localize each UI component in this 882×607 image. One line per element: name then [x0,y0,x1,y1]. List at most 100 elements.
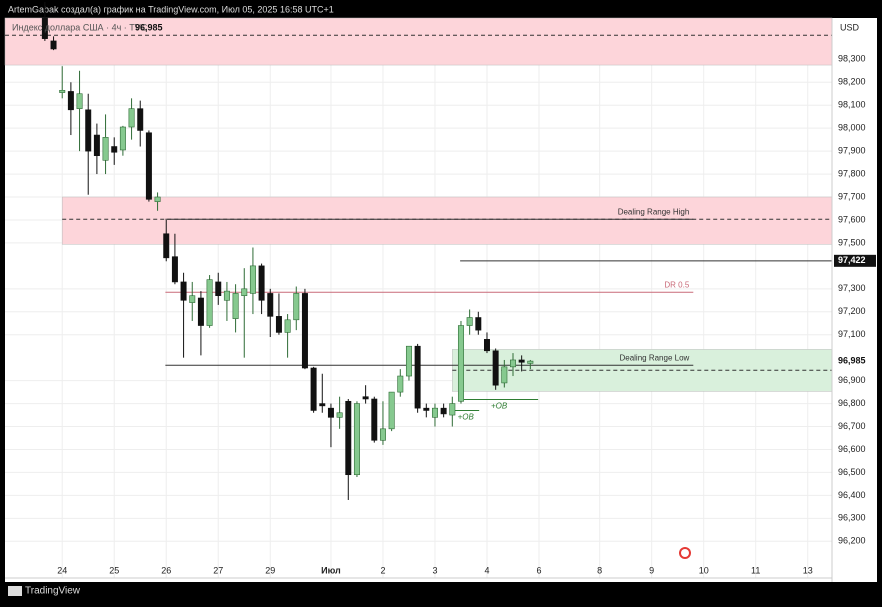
candle-body [206,279,213,326]
y-tick-label: 98,300 [838,54,866,64]
x-tick-label: 24 [57,565,67,575]
candle-body [405,345,412,377]
candle-body [457,325,464,402]
zone [61,196,833,245]
candle-body [258,265,265,301]
x-tick-label: 9 [649,565,654,575]
candle-body [388,391,395,430]
candle-body [223,290,230,301]
x-tick-label: 27 [213,565,223,575]
x-tick-label: 8 [597,565,602,575]
candle-body [50,40,57,50]
y-tick-label: 98,000 [838,123,866,133]
price-badge [834,254,876,267]
level-label: +OB [491,402,508,411]
x-tick-label: 26 [161,565,171,575]
candle-body [397,375,404,393]
candle-body [232,293,239,319]
candle-body [301,293,308,369]
candle-body [353,403,360,476]
candle-body [163,233,170,259]
y-tick-label: 96,300 [838,513,866,523]
candle-body [249,265,256,294]
candle-body [76,93,83,109]
candle-body [145,132,152,200]
y-tick-label: 96,700 [838,421,866,431]
y-tick-label: 96,800 [838,398,866,408]
candle-body [423,407,430,411]
x-tick-label: 10 [699,565,709,575]
candle-body [345,400,352,476]
candle-body [171,256,178,283]
price-label: 97,422 [838,255,866,265]
candle-body [371,398,378,441]
y-tick-label: 96,200 [838,536,866,546]
candle-body [518,359,525,363]
candle-body [362,396,369,400]
y-tick-label: 96,400 [838,490,866,500]
x-tick-label: 2 [380,565,385,575]
x-tick-label: 29 [265,565,275,575]
event-icon-inner [681,549,689,557]
x-tick-label: 3 [432,565,437,575]
level-label: +OB [458,413,475,422]
y-tick-label: 97,800 [838,168,866,178]
candle-body [275,316,282,333]
candle-body [293,293,300,321]
zone [4,17,833,66]
candle-body [492,350,499,386]
candle-body [449,403,456,416]
candle-body [336,412,343,418]
y-tick-label: 97,100 [838,329,866,339]
candle-body [510,359,516,368]
chart-panel [5,18,877,582]
y-tick-label: 97,900 [838,145,866,155]
candle-body [267,293,274,317]
candle-body [111,146,118,153]
y-tick-label: 97,500 [838,237,866,247]
y-tick-label: 98,100 [838,100,866,110]
level-label: DR 0.5 [664,280,689,289]
candle-body [431,407,438,418]
candle-body [197,297,204,326]
candle-body [284,319,291,333]
x-tick-label: 6 [536,565,541,575]
y-tick-label: 97,700 [838,191,866,201]
candle-body [41,17,48,39]
candle-body [154,196,161,202]
candle-body [119,126,126,151]
candle-body [215,281,222,297]
candle-body [527,360,534,364]
level-label: Dealing Range High [618,207,690,216]
y-tick-label: 98,200 [838,77,866,87]
candle-body [379,428,386,441]
x-tick-label: 4 [484,565,489,575]
candle-body [59,89,66,93]
legend-symbol: Индекс доллара США · 4ч · TVC [12,22,148,32]
y-tick-label: 96,600 [838,444,866,454]
candle-body [483,339,490,352]
plot: Dealing Range High DR 0.5 Dealing Range Lo… [4,1,833,578]
y-tick-label: 96,500 [838,467,866,477]
candle-body [102,137,109,161]
legend-last: 96,985 [135,22,163,32]
level-label: Dealing Range Low [619,353,689,362]
logo [8,586,22,596]
y-tick-label: 97,300 [838,283,866,293]
candle-body [128,108,135,128]
candle-body [93,134,100,157]
x-tick-label: 13 [803,565,813,575]
candle-body [137,108,144,131]
y-tick-label: 97,600 [838,214,866,224]
candle-body [414,345,421,409]
candle-body [310,367,317,411]
candle-body [466,317,473,326]
x-tick-label: 25 [109,565,119,575]
brand: TradingView [25,586,81,597]
candle-body [180,281,187,301]
price-label: 96,985 [838,355,866,365]
x-tick-label: Июл [321,565,341,575]
price-badge [834,355,876,368]
candle-body [319,403,326,407]
